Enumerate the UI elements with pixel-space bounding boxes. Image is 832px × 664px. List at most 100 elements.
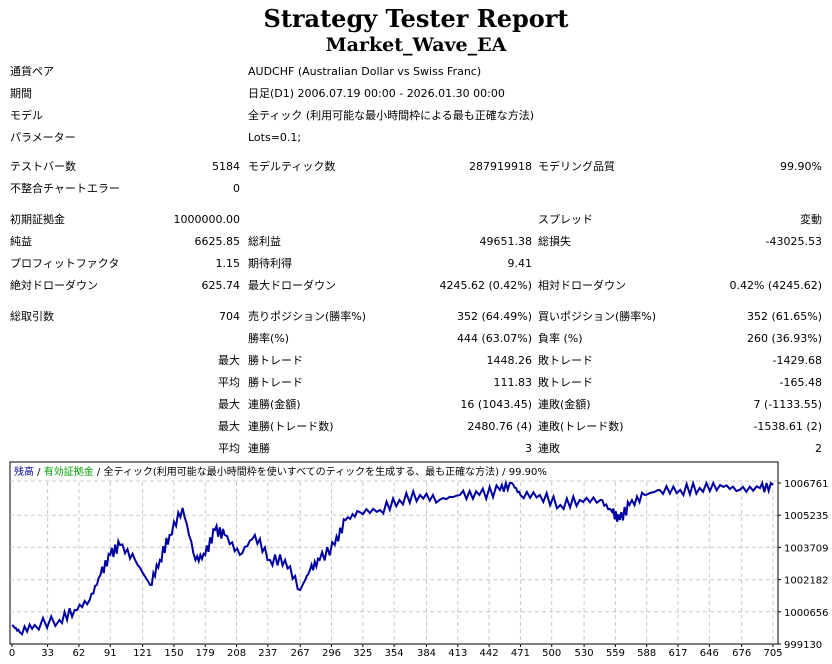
balance-line [11, 479, 774, 637]
x-tick-label: 384 [417, 648, 436, 659]
legend-sep: / [94, 467, 104, 478]
x-tick-label: 646 [700, 648, 719, 659]
ticks-label: モデルティック数 [248, 160, 336, 173]
y-tick-label: 1006761 [784, 479, 829, 490]
x-tick-label: 237 [258, 648, 277, 659]
max-dd-label: 最大ドローダウン [248, 279, 336, 292]
r5-pre-value: 平均 [218, 442, 240, 455]
info-value: AUDCHF (Australian Dollar vs Swiss Franc… [248, 65, 482, 78]
win-value: 444 (63.07%) [456, 332, 532, 345]
r1-b-label: 敗トレード [538, 354, 593, 367]
r5-a-label: 連勝 [248, 442, 270, 455]
legend-sep: / [34, 467, 44, 478]
x-tick-label: 91 [104, 648, 117, 659]
gross-profit-label: 総利益 [248, 235, 281, 248]
max-dd-value: 4245.62 (0.42%) [439, 279, 532, 292]
r4-a-value: 2480.76 (4) [467, 420, 532, 433]
x-tick-label: 0 [9, 648, 15, 659]
ea-name: Market_Wave_EA [325, 34, 507, 56]
balance-chart: 0 33 62 91 121 150 179 208 237 267 296 325 354 384 413… [9, 461, 829, 659]
pf-value: 1.15 [215, 257, 241, 270]
x-tick-label: 208 [227, 648, 246, 659]
y-tick-label: 1005235 [784, 511, 829, 522]
quality-label: モデリング品質 [538, 160, 615, 173]
r2-a-value: 111.83 [493, 376, 533, 389]
legend-quality: 99.90% [509, 467, 547, 478]
legend-model: 全ティック(利用可能な最小時間枠を使いすべてのティックを生成する、最も正確な方法… [103, 465, 499, 478]
loss-value: 260 (36.93%) [746, 332, 822, 345]
info-label: 期間 [10, 87, 32, 100]
x-tick-label: 267 [291, 648, 310, 659]
rel-dd-value: 0.42% (4245.62) [729, 279, 822, 292]
x-tick-label: 617 [668, 648, 687, 659]
x-tick-label: 471 [511, 648, 530, 659]
mismatch-label: 不整合チャートエラー [10, 182, 120, 195]
r1-a-label: 勝トレード [248, 354, 303, 367]
r2-b-value: -165.48 [779, 376, 822, 389]
r3-a-value: 16 (1043.45) [460, 398, 532, 411]
r4-a-label: 連勝(トレード数) [248, 420, 334, 433]
abs-dd-label: 絶対ドローダウン [10, 279, 98, 292]
x-tick-label: 676 [732, 648, 751, 659]
pf-label: プロフィットファクタ [10, 257, 120, 270]
r5-a-value: 3 [525, 442, 532, 455]
legend-sep: / [499, 467, 509, 478]
x-tick-label: 354 [385, 648, 404, 659]
short-value: 352 (64.49%) [456, 310, 532, 323]
x-tick-label: 179 [196, 648, 215, 659]
ticks-value: 287919918 [469, 160, 532, 173]
r2-a-label: 勝トレード [248, 376, 303, 389]
info-value: 全ティック (利用可能な最小時間枠による最も正確な方法) [248, 109, 535, 122]
trades-label: 総取引数 [10, 310, 54, 323]
r5-b-value: 2 [815, 442, 822, 455]
net-value: 6625.85 [194, 235, 241, 248]
y-tick-label: 1003709 [784, 543, 829, 554]
r1-a-value: 1448.26 [486, 354, 533, 367]
r4-b-value: -1538.61 (2) [753, 420, 822, 433]
gross-loss-value: -43025.53 [765, 235, 822, 248]
r3-pre-value: 最大 [218, 398, 240, 411]
quality-value: 99.90% [780, 160, 822, 173]
r3-b-value: 7 (-1133.55) [753, 398, 822, 411]
payoff-label: 期待利得 [248, 257, 292, 270]
legend-balance: 残高 [14, 465, 34, 478]
x-tick-label: 413 [448, 648, 467, 659]
spread-label: スプレッド [538, 213, 593, 226]
r1-b-value: -1429.68 [772, 354, 822, 367]
loss-label: 負率 (%) [538, 332, 583, 345]
x-tick-label: 33 [41, 648, 54, 659]
r2-b-label: 敗トレード [538, 376, 593, 389]
info-label: パラメーター [10, 131, 76, 144]
long-label: 買いポジション(勝率%) [538, 310, 657, 323]
bars-value: 5184 [212, 160, 240, 173]
spread-value: 変動 [800, 213, 822, 226]
x-tick-label: 325 [353, 648, 372, 659]
y-tick-label: 1002182 [784, 576, 829, 587]
x-tick-label: 705 [763, 648, 782, 659]
mismatch-value: 0 [233, 182, 240, 195]
payoff-value: 9.41 [507, 257, 533, 270]
win-label: 勝率(%) [248, 332, 290, 345]
short-label: 売りポジション(勝率%) [248, 310, 367, 323]
r1-pre-value: 最大 [218, 354, 240, 367]
x-tick-label: 62 [73, 648, 86, 659]
info-value: 日足(D1) 2006.07.19 00:00 - 2026.01.30 00:… [248, 87, 505, 100]
y-tick-label: 1000656 [784, 608, 829, 619]
long-value: 352 (61.65%) [746, 310, 822, 323]
x-tick-label: 296 [322, 648, 341, 659]
x-tick-label: 559 [606, 648, 625, 659]
trades-value: 704 [219, 310, 240, 323]
abs-dd-value: 625.74 [201, 279, 241, 292]
x-tick-label: 500 [542, 648, 561, 659]
report-title: Strategy Tester Report [263, 4, 569, 33]
x-tick-label: 588 [637, 648, 656, 659]
r3-b-label: 連敗(金額) [538, 398, 591, 411]
y-tick-label: 999130 [784, 640, 822, 651]
r3-a-label: 連勝(金額) [248, 398, 301, 411]
deposit-value: 1000000.00 [173, 213, 240, 226]
r4-b-label: 連敗(トレード数) [538, 420, 624, 433]
info-value: Lots=0.1; [248, 131, 302, 144]
gross-loss-label: 総損失 [538, 235, 571, 248]
deposit-label: 初期証拠金 [10, 213, 65, 226]
rel-dd-label: 相対ドローダウン [538, 279, 626, 292]
